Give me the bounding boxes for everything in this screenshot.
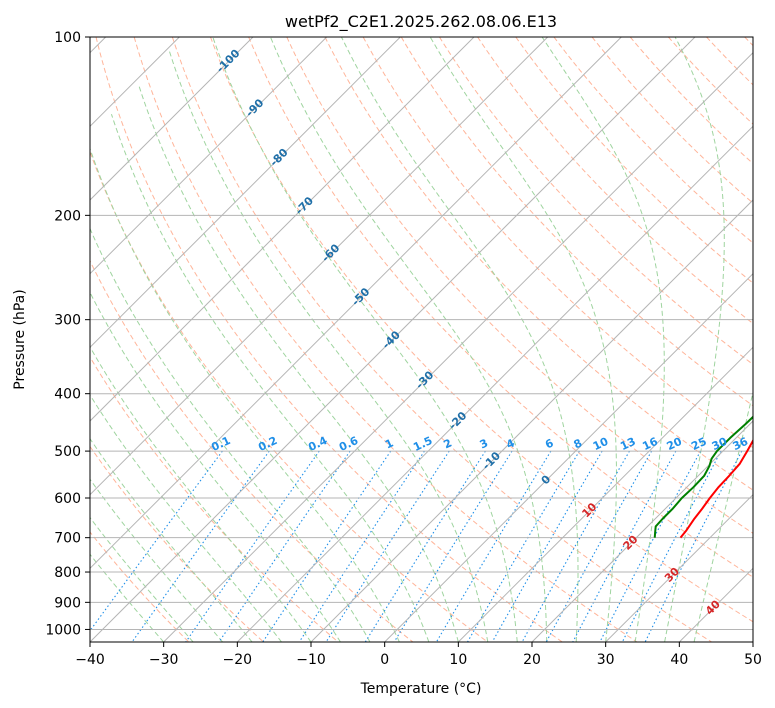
dry-adiabat bbox=[90, 259, 414, 642]
y-tick-label: 500 bbox=[54, 444, 81, 460]
moist-adiabat bbox=[664, 37, 725, 642]
dry-adiabat bbox=[553, 37, 753, 244]
mixing-ratio-line bbox=[393, 450, 513, 642]
x-tick-label: −30 bbox=[149, 652, 179, 668]
isotherm-line bbox=[310, 199, 753, 642]
mixing-ratio-line bbox=[364, 450, 486, 642]
isotherm-line bbox=[90, 37, 622, 570]
isotherm-line bbox=[236, 125, 753, 642]
dry-adiabat bbox=[171, 37, 712, 642]
y-axis-title: Pressure (hPa) bbox=[12, 289, 28, 389]
x-tick-label: 50 bbox=[744, 652, 762, 668]
mixing-ratio-line bbox=[218, 450, 351, 642]
mixing-ratio-line bbox=[131, 450, 270, 642]
dry-adiabat bbox=[324, 37, 753, 491]
mixing-ratio-line bbox=[185, 450, 320, 642]
y-tick-label: 100 bbox=[54, 30, 81, 46]
x-tick-label: −10 bbox=[296, 652, 326, 668]
mixing-ratio-label: 20 bbox=[665, 435, 685, 453]
x-axis-title: Temperature (°C) bbox=[360, 681, 482, 697]
y-axis-ticks: 100 200 300 400 500 600 700 800 900 1000 bbox=[45, 30, 90, 638]
dry-adiabat bbox=[248, 37, 753, 578]
profile-lines bbox=[653, 415, 753, 539]
y-tick-label: 800 bbox=[54, 565, 81, 581]
chart-title: wetPf2_C2E1.2025.262.08.06.E13 bbox=[285, 12, 557, 32]
isotherms bbox=[90, 37, 753, 642]
moist-adiabat bbox=[212, 37, 518, 642]
moist-adiabat bbox=[90, 291, 341, 642]
x-tick-label: 30 bbox=[597, 652, 615, 668]
mixing-ratio-line bbox=[545, 450, 653, 642]
isobars bbox=[90, 37, 753, 630]
mixing-ratio-line bbox=[491, 450, 603, 642]
moist-adiabat bbox=[541, 37, 665, 642]
mixing-ratio-line bbox=[467, 450, 580, 642]
x-tick-label: 10 bbox=[449, 652, 467, 668]
y-tick-label: 200 bbox=[54, 208, 81, 224]
dry-adiabat bbox=[133, 37, 638, 642]
isotherm-line bbox=[531, 420, 753, 642]
isotherm-line bbox=[90, 37, 254, 201]
x-tick-label: −40 bbox=[75, 652, 105, 668]
dry-adiabat bbox=[95, 37, 563, 642]
moist-adiabat bbox=[168, 49, 489, 642]
mixing-ratio-line bbox=[435, 450, 552, 642]
isotherm-line bbox=[90, 37, 401, 349]
mixing-ratio-label: 25 bbox=[689, 435, 708, 453]
moist-adiabat bbox=[693, 390, 753, 642]
x-tick-label: 0 bbox=[380, 652, 389, 668]
mixing-ratio-line bbox=[599, 450, 702, 642]
x-axis-ticks: −40 −30 −20 −10 0 10 20 30 40 50 bbox=[75, 642, 762, 668]
isotherm-line bbox=[163, 51, 753, 642]
mixing-ratio-line bbox=[521, 450, 630, 642]
moist-adiabat bbox=[340, 37, 579, 642]
mixing-ratio-label: 16 bbox=[640, 435, 660, 453]
y-tick-label: 1000 bbox=[45, 622, 81, 638]
dry-adiabat bbox=[400, 37, 753, 407]
moist-adiabat bbox=[90, 394, 282, 642]
mixing-ratio-label: 10 bbox=[591, 435, 611, 453]
y-tick-label: 900 bbox=[54, 595, 81, 611]
mixing-ratio-line bbox=[621, 450, 722, 642]
plot-area: -100-90-80-70-60-50-40-30-20-10010203040… bbox=[90, 37, 753, 642]
y-tick-label: 300 bbox=[54, 313, 81, 329]
isotherm-line bbox=[90, 37, 696, 642]
isotherm-line bbox=[90, 37, 475, 422]
moist-adiabat bbox=[110, 114, 430, 642]
mixing-ratio-line bbox=[572, 450, 677, 642]
y-tick-label: 700 bbox=[54, 531, 81, 547]
dry-adiabat bbox=[515, 37, 753, 284]
y-tick-label: 600 bbox=[54, 491, 81, 507]
dry-adiabat bbox=[90, 445, 264, 642]
moist-adiabat bbox=[90, 437, 253, 642]
mixing-ratio-lines bbox=[90, 450, 743, 642]
x-tick-label: 40 bbox=[670, 652, 688, 668]
isotherm-line bbox=[384, 272, 753, 642]
mixing-ratio-label: 13 bbox=[618, 435, 637, 453]
profile-series-line bbox=[653, 415, 753, 538]
mixing-ratio-label: 36 bbox=[731, 435, 751, 453]
moist-adiabat bbox=[137, 83, 459, 642]
isotherm-line bbox=[90, 37, 549, 496]
mixing-ratio-label: 30 bbox=[710, 435, 730, 453]
isotherm-line bbox=[457, 346, 753, 642]
moist-adiabats bbox=[90, 37, 753, 642]
isotherm-line bbox=[605, 493, 753, 642]
x-tick-label: −20 bbox=[223, 652, 253, 668]
moist-adiabat bbox=[429, 37, 617, 642]
dry-adiabat bbox=[286, 37, 753, 534]
profile-series-line bbox=[679, 438, 753, 539]
dry-adiabat bbox=[629, 37, 753, 165]
y-tick-label: 400 bbox=[54, 387, 81, 403]
x-tick-label: 20 bbox=[523, 652, 541, 668]
moist-adiabat bbox=[270, 37, 548, 642]
isotherm-line bbox=[90, 37, 328, 275]
dry-adiabat bbox=[210, 37, 753, 623]
plot-frame bbox=[89, 36, 754, 643]
dry-adiabat bbox=[439, 37, 753, 366]
